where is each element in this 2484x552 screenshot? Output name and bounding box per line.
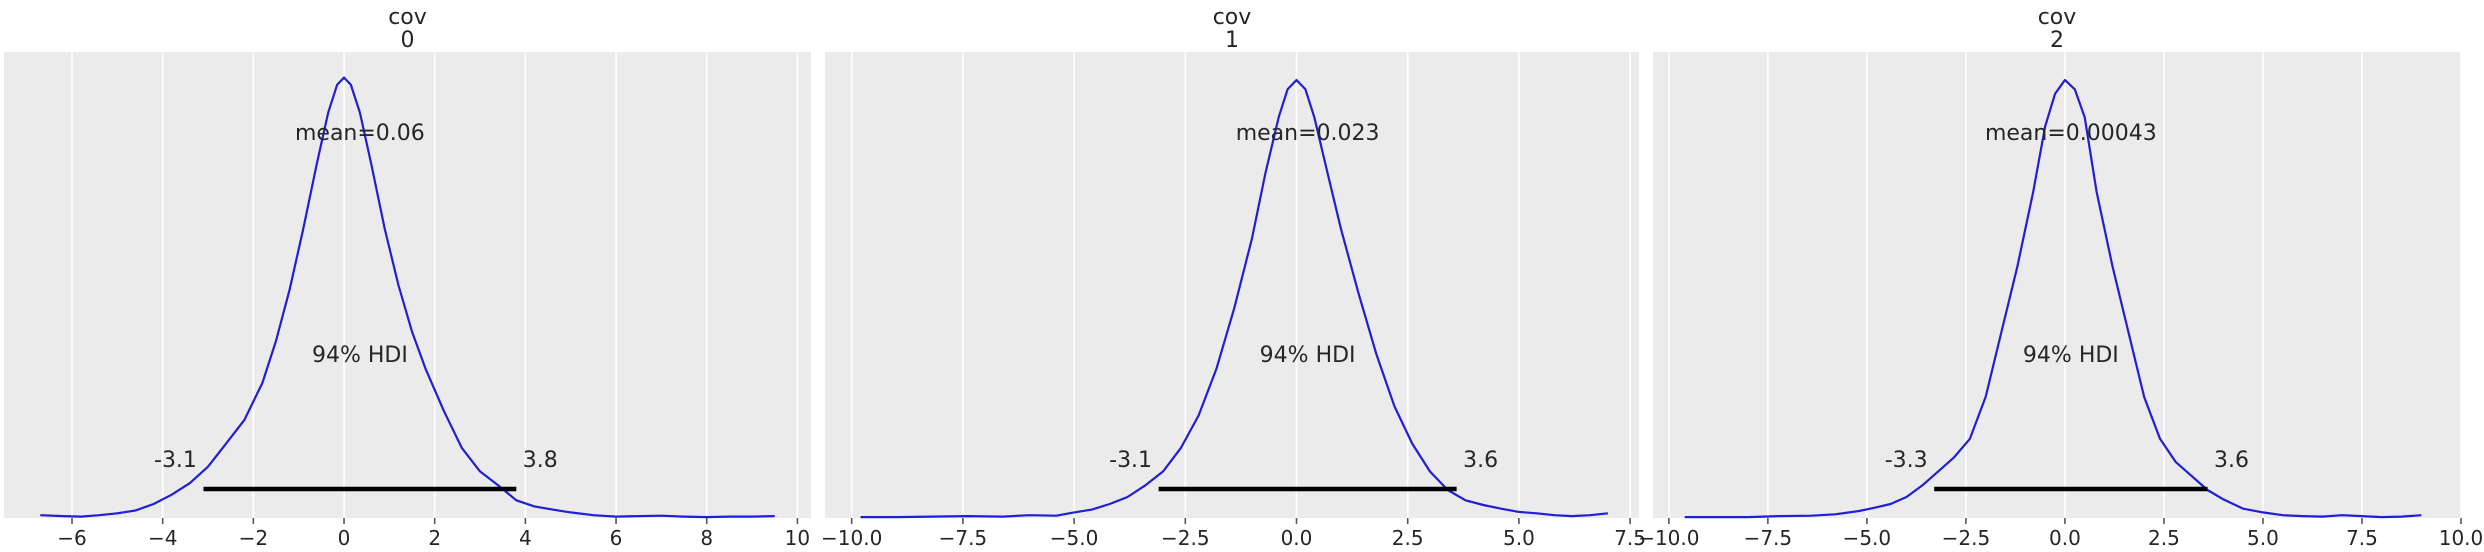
hdi-upper-label: 3.6 — [1463, 448, 1498, 473]
hdi-upper-label: 3.6 — [2214, 448, 2249, 473]
plot-area-background — [825, 52, 1639, 518]
x-tick-label: −2.5 — [1161, 526, 1210, 550]
x-tick-label: 10.0 — [2439, 526, 2484, 550]
x-tick-label: −4 — [148, 526, 177, 550]
mean-annotation: mean=0.00043 — [1985, 121, 2157, 146]
hdi-lower-label: -3.3 — [1885, 448, 1928, 473]
hdi-lower-label: -3.1 — [154, 448, 197, 473]
plot-area-background — [4, 52, 811, 518]
x-tick-label: −10.0 — [821, 526, 882, 550]
x-tick-label: 2 — [428, 526, 441, 550]
x-tick-label: −2.5 — [1942, 526, 1991, 550]
x-tick-label: 10 — [785, 526, 810, 550]
plot-area-background — [1653, 52, 2461, 518]
x-tick-label: −6 — [57, 526, 86, 550]
x-tick-label: 5.0 — [2247, 526, 2279, 550]
panel-title-index: 1 — [1225, 28, 1239, 53]
hdi-lower-label: -3.1 — [1109, 448, 1152, 473]
x-tick-label: 2.5 — [1392, 526, 1424, 550]
x-tick-label: −10.0 — [1638, 526, 1699, 550]
x-tick-label: 0.0 — [1281, 526, 1313, 550]
panel-title-index: 2 — [2050, 28, 2064, 53]
panel-title-variable: cov — [1213, 5, 1252, 30]
x-tick-label: −5.0 — [1050, 526, 1099, 550]
x-tick-label: 7.5 — [2346, 526, 2378, 550]
hdi-annotation: 94% HDI — [2023, 343, 2119, 368]
x-tick-label: −7.5 — [939, 526, 988, 550]
x-tick-label: 6 — [610, 526, 623, 550]
x-tick-label: 7.5 — [1614, 526, 1646, 550]
hdi-annotation: 94% HDI — [1260, 343, 1356, 368]
posterior-density-curve — [860, 78, 1609, 519]
posterior-density-curve — [1684, 78, 2422, 519]
x-tick-label: 8 — [700, 526, 713, 550]
panel-title-variable: cov — [2038, 5, 2077, 30]
x-tick-label: 0 — [338, 526, 351, 550]
hdi-annotation: 94% HDI — [312, 343, 408, 368]
panel-title-variable: cov — [388, 5, 427, 30]
x-tick-label: −5.0 — [1843, 526, 1892, 550]
panel-title-index: 0 — [401, 28, 415, 53]
x-tick-label: 0.0 — [2049, 526, 2081, 550]
x-tick-label: 4 — [519, 526, 532, 550]
mean-annotation: mean=0.023 — [1236, 121, 1380, 146]
x-tick-label: 5.0 — [1503, 526, 1535, 550]
x-tick-label: −7.5 — [1744, 526, 1793, 550]
x-tick-label: −2 — [239, 526, 268, 550]
mean-annotation: mean=0.06 — [295, 121, 425, 146]
posterior-density-curve — [40, 76, 775, 519]
hdi-upper-label: 3.8 — [523, 448, 558, 473]
x-tick-label: 2.5 — [2148, 526, 2180, 550]
